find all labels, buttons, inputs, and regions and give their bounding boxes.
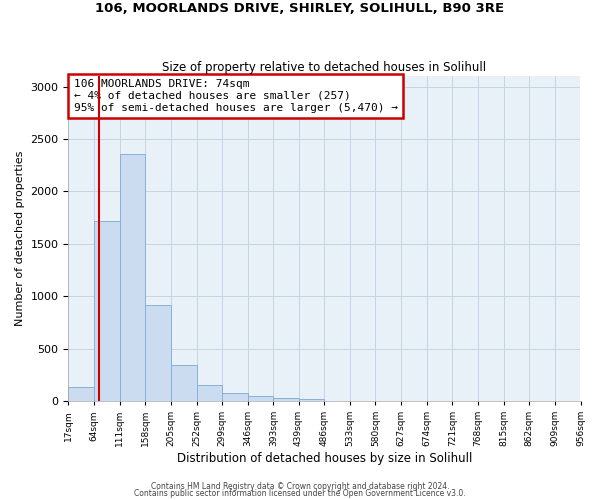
Bar bbox=[68, 388, 94, 401]
Bar bbox=[119, 154, 145, 401]
Bar bbox=[248, 396, 274, 401]
Text: 106, MOORLANDS DRIVE, SHIRLEY, SOLIHULL, B90 3RE: 106, MOORLANDS DRIVE, SHIRLEY, SOLIHULL,… bbox=[95, 2, 505, 16]
Text: 106 MOORLANDS DRIVE: 74sqm
← 4% of detached houses are smaller (257)
95% of semi: 106 MOORLANDS DRIVE: 74sqm ← 4% of detac… bbox=[74, 80, 398, 112]
Bar bbox=[145, 304, 171, 401]
Bar bbox=[274, 398, 299, 401]
Bar bbox=[197, 385, 222, 401]
Bar bbox=[171, 366, 197, 401]
Bar bbox=[299, 399, 324, 401]
Title: Size of property relative to detached houses in Solihull: Size of property relative to detached ho… bbox=[163, 60, 487, 74]
X-axis label: Distribution of detached houses by size in Solihull: Distribution of detached houses by size … bbox=[177, 452, 472, 465]
Text: Contains HM Land Registry data © Crown copyright and database right 2024.: Contains HM Land Registry data © Crown c… bbox=[151, 482, 449, 491]
Text: Contains public sector information licensed under the Open Government Licence v3: Contains public sector information licen… bbox=[134, 488, 466, 498]
Bar bbox=[94, 220, 119, 401]
Y-axis label: Number of detached properties: Number of detached properties bbox=[15, 151, 25, 326]
Bar bbox=[222, 392, 248, 401]
